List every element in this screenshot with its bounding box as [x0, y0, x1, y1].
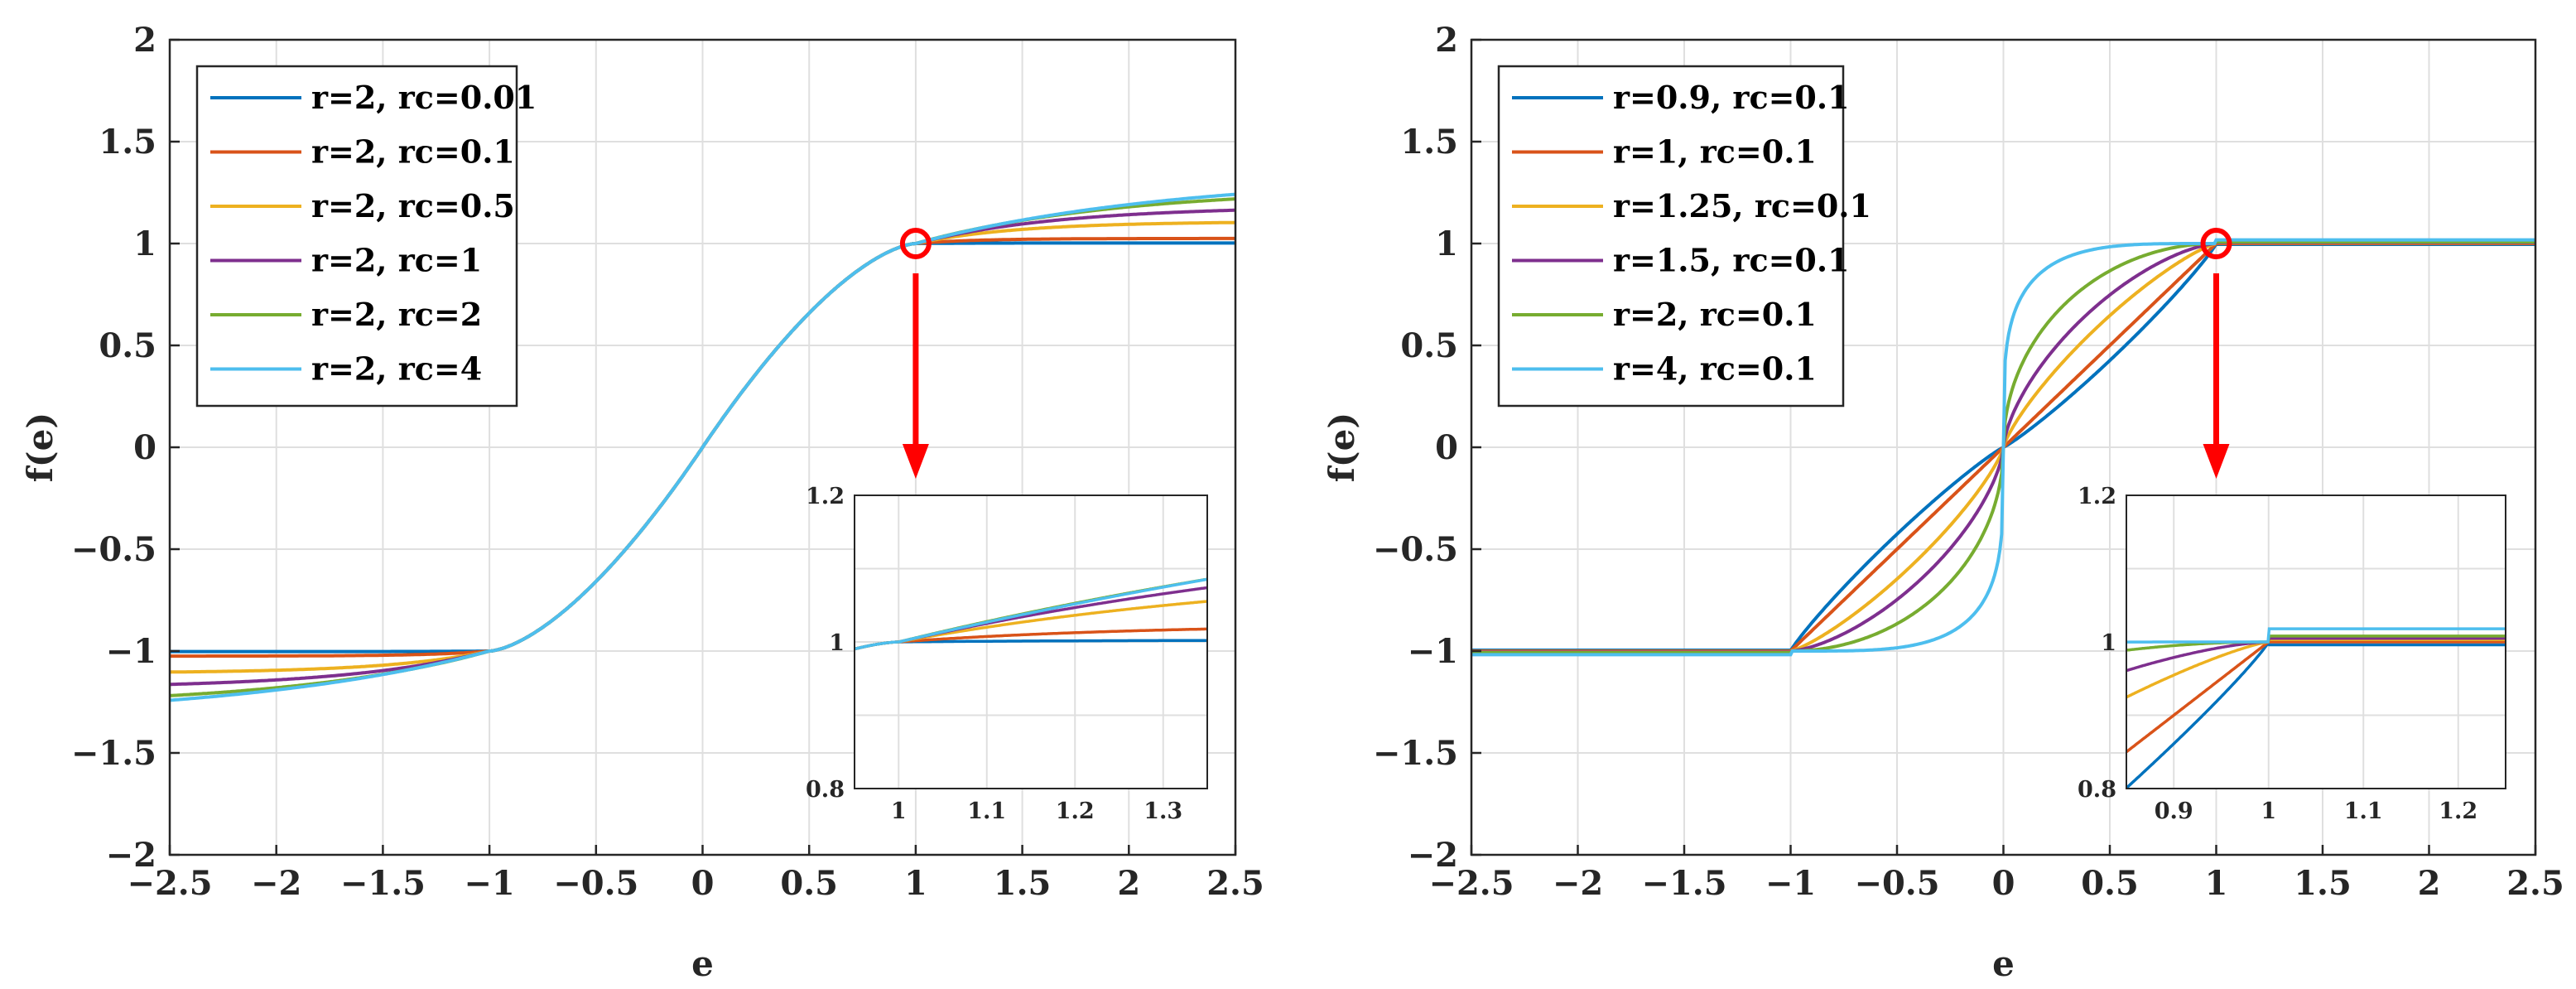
y-tick-label: 1 — [133, 224, 156, 263]
y-tick-label: −2 — [106, 836, 156, 875]
y-tick-label: −1.5 — [1373, 734, 1458, 773]
inset-x-tick-label: 1.1 — [2344, 798, 2383, 824]
legend-label-4: r=2, rc=1 — [311, 242, 482, 279]
legend-label-4: r=1.5, rc=0.1 — [1613, 242, 1850, 279]
chart-panel-1: −2.5 −2 −1.5 −1 −0.5 0 0.5 1 1.5 2 2.5−2−1.5−1−0.5… — [20, 21, 1264, 984]
series-line-6 — [1471, 238, 2535, 657]
y-tick-label: −0.5 — [71, 530, 156, 569]
inset-curves — [2126, 627, 2506, 789]
y-tick-label: 0 — [1435, 428, 1458, 467]
y-tick-label: −1.5 — [71, 734, 156, 773]
x-tick-label: 1 — [2205, 864, 2228, 903]
series-line-6 — [169, 192, 1236, 702]
legend-label-1: r=2, rc=0.01 — [311, 79, 537, 116]
legend-label-5: r=2, rc=0.1 — [1613, 296, 1817, 333]
y-tick-label: 0.5 — [1400, 326, 1458, 365]
inset-x-tick-label: 0.9 — [2155, 798, 2193, 824]
x-tick-label: 0 — [1992, 864, 2015, 903]
legend-label-6: r=4, rc=0.1 — [1613, 350, 1817, 388]
inset-y-tick-label: 1 — [2101, 630, 2116, 656]
legend-label-6: r=2, rc=4 — [311, 350, 482, 388]
zoom-arrow-head — [902, 444, 929, 479]
legend-label-3: r=2, rc=0.5 — [311, 187, 515, 224]
x-tick-label: −2.5 — [1428, 864, 1514, 903]
y-axis-label: f(e) — [1322, 412, 1362, 483]
y-tick-label: −2 — [1408, 836, 1458, 875]
legend-label-2: r=2, rc=0.1 — [311, 133, 515, 171]
chart-panel-2: −2.5 −2 −1.5 −1 −0.5 0 0.5 1 1.5 2 2.5−2−1.5−1−0.5… — [1322, 21, 2564, 984]
y-tick-label: −1 — [1408, 632, 1458, 671]
legend-label-5: r=2, rc=2 — [311, 296, 482, 333]
x-axis-label: e — [691, 943, 714, 984]
inset-y-tick-label: 1.2 — [2078, 484, 2116, 509]
zoom-arrow-head — [2203, 444, 2230, 479]
x-tick-label: 1.5 — [994, 864, 1052, 903]
x-tick-label: 2 — [2418, 864, 2441, 903]
x-tick-label: 2.5 — [2506, 864, 2564, 903]
x-axis-label: e — [1992, 943, 2015, 984]
x-tick-label: −2 — [1553, 864, 1603, 903]
legend-label-1: r=0.9, rc=0.1 — [1613, 79, 1850, 116]
y-tick-label: 1.5 — [1400, 123, 1458, 162]
inset-chart: 1 1.1 1.2 1.3 0.8 1 1.2 — [806, 484, 1208, 824]
y-tick-label: 1.5 — [99, 123, 156, 162]
legend-box — [1497, 65, 1845, 408]
x-tick-label: −1 — [1765, 864, 1816, 903]
inset-series-line-2 — [855, 627, 1207, 651]
inset-frame — [854, 494, 1208, 789]
x-tick-label: −2 — [251, 864, 301, 903]
inset-y-tick-label: 1 — [829, 630, 845, 656]
x-tick-label: −1 — [464, 864, 514, 903]
y-tick-label: 0 — [133, 428, 156, 467]
highlight-marker — [2200, 228, 2232, 259]
x-tick-label: 2.5 — [1206, 864, 1264, 903]
highlight-marker — [899, 228, 932, 259]
inset-series-line-6 — [2126, 627, 2506, 644]
inset-series-line-1 — [2126, 640, 2506, 789]
y-tick-label: 2 — [133, 21, 156, 60]
y-tick-label: 0.5 — [99, 326, 156, 365]
inset-chart: 0.9 1 1.1 1.2 0.8 1 1.2 — [2078, 484, 2506, 824]
inset-x-tick-label: 1.2 — [2439, 798, 2477, 824]
x-tick-label: 1.5 — [2294, 864, 2352, 903]
y-tick-label: 2 — [1435, 21, 1458, 60]
inset-x-tick-label: 1.3 — [1144, 798, 1182, 824]
inset-x-tick-label: 1.1 — [967, 798, 1006, 824]
x-tick-label: −2.5 — [127, 864, 212, 903]
x-tick-label: 0.5 — [2081, 864, 2139, 903]
inset-x-tick-label: 1.2 — [1056, 798, 1095, 824]
legend-label-2: r=1, rc=0.1 — [1613, 133, 1817, 171]
inset-x-tick-label: 1 — [891, 798, 907, 824]
inset-series-line-6 — [855, 577, 1207, 651]
y-tick-label: 1 — [1435, 224, 1458, 263]
inset-curves — [855, 577, 1207, 651]
inset-x-tick-label: 1 — [2261, 798, 2276, 824]
x-tick-label: −0.5 — [553, 864, 638, 903]
x-tick-label: −0.5 — [1854, 864, 1939, 903]
inset-frame — [2126, 494, 2506, 789]
y-tick-label: −1 — [106, 632, 156, 671]
y-tick-label: −0.5 — [1373, 530, 1458, 569]
x-tick-label: 2 — [1117, 864, 1140, 903]
x-tick-label: 0 — [691, 864, 715, 903]
x-tick-label: −1.5 — [340, 864, 426, 903]
x-tick-label: 1 — [904, 864, 927, 903]
x-tick-label: −1.5 — [1641, 864, 1726, 903]
legend-label-3: r=1.25, rc=0.1 — [1613, 187, 1871, 224]
inset-series-line-2 — [2126, 640, 2506, 754]
y-axis-label: f(e) — [20, 412, 60, 483]
inset-series-line-4 — [2126, 636, 2506, 673]
inset-y-tick-label: 0.8 — [806, 777, 845, 803]
inset-y-tick-label: 1.2 — [806, 484, 845, 509]
inset-y-tick-label: 0.8 — [2078, 777, 2116, 803]
x-tick-label: 0.5 — [780, 864, 838, 903]
legend-box — [195, 65, 518, 408]
inset-series-line-5 — [2126, 634, 2506, 652]
